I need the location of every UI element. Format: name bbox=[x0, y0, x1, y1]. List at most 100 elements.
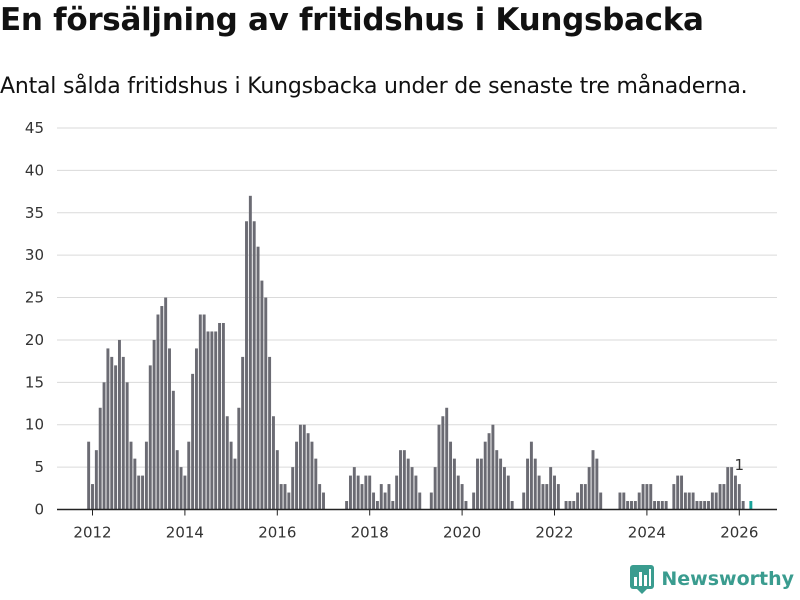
bar bbox=[529, 441, 533, 510]
bar bbox=[110, 356, 114, 510]
bar bbox=[168, 348, 171, 510]
x-tick-label: 2012 bbox=[73, 524, 111, 542]
bar bbox=[260, 280, 264, 510]
bar bbox=[437, 424, 441, 510]
bar bbox=[233, 458, 237, 510]
bar bbox=[707, 501, 710, 510]
bar bbox=[622, 492, 626, 510]
bar bbox=[372, 492, 376, 510]
chart-subtitle: Antal sålda fritidshus i Kungsbacka unde… bbox=[0, 74, 748, 99]
bar bbox=[576, 492, 580, 510]
bar bbox=[237, 407, 241, 510]
bar bbox=[568, 501, 572, 510]
bar bbox=[210, 331, 214, 510]
bar bbox=[133, 458, 137, 510]
bar bbox=[229, 441, 233, 510]
bar bbox=[522, 492, 526, 510]
bar bbox=[352, 467, 356, 510]
bar bbox=[387, 484, 391, 510]
bar bbox=[487, 433, 491, 510]
bar bbox=[472, 492, 476, 510]
chart-title: En försäljning av fritidshus i Kungsback… bbox=[0, 2, 704, 38]
bar bbox=[649, 484, 653, 510]
y-tick-label: 5 bbox=[34, 458, 44, 476]
bar bbox=[375, 501, 379, 510]
x-tick-label: 2014 bbox=[166, 524, 204, 542]
bar bbox=[733, 475, 737, 510]
bar bbox=[691, 492, 695, 510]
bar bbox=[318, 484, 322, 510]
bar bbox=[129, 441, 133, 510]
bar bbox=[264, 297, 268, 510]
bar bbox=[171, 390, 175, 510]
bar bbox=[125, 382, 129, 510]
bar bbox=[302, 424, 306, 510]
bar bbox=[641, 484, 645, 510]
bar bbox=[187, 441, 191, 510]
bar bbox=[418, 492, 422, 510]
bar bbox=[194, 348, 198, 510]
bar bbox=[175, 450, 179, 510]
bar bbox=[479, 458, 483, 510]
bar bbox=[676, 475, 680, 510]
bar bbox=[483, 441, 487, 510]
bar bbox=[491, 424, 495, 510]
bar bbox=[579, 484, 583, 510]
bar bbox=[322, 492, 325, 510]
bar bbox=[241, 356, 245, 510]
bar bbox=[121, 356, 125, 510]
bar bbox=[718, 484, 722, 510]
bar bbox=[395, 475, 399, 510]
bar bbox=[510, 501, 514, 510]
bar bbox=[656, 501, 660, 510]
y-tick-label: 10 bbox=[25, 416, 44, 434]
bar bbox=[449, 441, 453, 510]
bar bbox=[360, 484, 364, 510]
bar bbox=[314, 458, 318, 510]
y-tick-label: 20 bbox=[25, 331, 44, 349]
bar bbox=[248, 195, 252, 510]
bar bbox=[152, 339, 156, 510]
bar bbox=[202, 314, 206, 510]
gridlines bbox=[57, 127, 777, 468]
bar bbox=[460, 484, 464, 510]
y-tick-label: 40 bbox=[25, 161, 44, 179]
bar bbox=[452, 458, 456, 510]
x-tick-label: 2026 bbox=[720, 524, 758, 542]
x-tick-label: 2020 bbox=[443, 524, 481, 542]
bar bbox=[553, 475, 556, 510]
bar bbox=[556, 484, 560, 510]
bar bbox=[94, 450, 98, 510]
bar bbox=[533, 458, 537, 510]
bar bbox=[410, 467, 414, 510]
bar bbox=[214, 331, 218, 510]
bar bbox=[699, 501, 703, 510]
bar bbox=[183, 475, 187, 510]
bar bbox=[256, 246, 260, 510]
bar bbox=[630, 501, 633, 510]
bar bbox=[591, 450, 595, 510]
bar bbox=[283, 484, 287, 510]
bar bbox=[495, 450, 499, 510]
bar bbox=[456, 475, 460, 510]
bar bbox=[414, 475, 418, 510]
bar bbox=[637, 492, 641, 510]
bar bbox=[499, 458, 503, 510]
bar bbox=[502, 467, 506, 510]
bar bbox=[221, 322, 225, 510]
bar bbox=[660, 501, 664, 510]
bar bbox=[275, 450, 279, 510]
bar bbox=[87, 441, 91, 510]
x-axis-ticks: 2012 2014 2016 2018 2020 2022 2024 2026 bbox=[73, 509, 758, 542]
annotation-label: 1 bbox=[735, 456, 745, 474]
bar bbox=[433, 467, 437, 510]
bar bbox=[626, 501, 630, 510]
bar bbox=[356, 475, 360, 510]
y-tick-label: 25 bbox=[25, 289, 44, 307]
bar bbox=[653, 501, 657, 510]
x-tick-label: 2022 bbox=[535, 524, 573, 542]
bar bbox=[306, 433, 310, 510]
bar bbox=[117, 339, 121, 510]
bar bbox=[737, 484, 741, 510]
bar bbox=[144, 441, 148, 510]
